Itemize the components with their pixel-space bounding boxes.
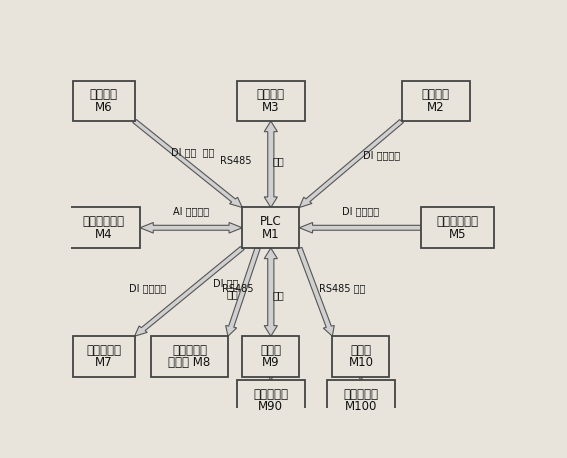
Polygon shape bbox=[140, 223, 242, 233]
Polygon shape bbox=[299, 120, 404, 207]
FancyBboxPatch shape bbox=[327, 380, 395, 421]
Text: AI 端口连接: AI 端口连接 bbox=[173, 207, 209, 217]
Text: M4: M4 bbox=[95, 228, 113, 240]
Text: M10: M10 bbox=[348, 356, 374, 369]
FancyBboxPatch shape bbox=[242, 336, 299, 377]
Text: 人机界面: 人机界面 bbox=[257, 88, 285, 101]
Text: 传送带电机: 传送带电机 bbox=[253, 388, 288, 401]
Text: M3: M3 bbox=[262, 101, 280, 114]
Text: 远红外光波: 远红外光波 bbox=[172, 344, 207, 357]
Polygon shape bbox=[226, 247, 260, 336]
FancyBboxPatch shape bbox=[151, 336, 228, 377]
Text: M6: M6 bbox=[95, 101, 113, 114]
Text: 温度检测模块: 温度检测模块 bbox=[83, 215, 125, 228]
Text: PLC: PLC bbox=[260, 215, 282, 228]
Text: 保护模块: 保护模块 bbox=[90, 88, 118, 101]
Text: DI 端口连接: DI 端口连接 bbox=[129, 284, 167, 294]
FancyBboxPatch shape bbox=[237, 380, 305, 421]
Text: DI 端口  连接: DI 端口 连接 bbox=[171, 147, 214, 157]
FancyBboxPatch shape bbox=[242, 207, 299, 248]
FancyBboxPatch shape bbox=[237, 81, 305, 121]
Polygon shape bbox=[297, 247, 335, 336]
Text: RS485 连接: RS485 连接 bbox=[319, 284, 365, 294]
Text: M9: M9 bbox=[262, 356, 280, 369]
FancyBboxPatch shape bbox=[73, 336, 134, 377]
Text: 连接: 连接 bbox=[273, 156, 285, 166]
Polygon shape bbox=[264, 248, 277, 336]
Polygon shape bbox=[264, 121, 277, 207]
Polygon shape bbox=[134, 246, 244, 336]
Text: 连接: 连接 bbox=[273, 291, 285, 300]
Text: 物料检测模块: 物料检测模块 bbox=[437, 215, 479, 228]
Polygon shape bbox=[299, 223, 421, 233]
FancyBboxPatch shape bbox=[332, 336, 390, 377]
Text: 微波发生器: 微波发生器 bbox=[86, 344, 121, 357]
Text: 喟料机电机: 喟料机电机 bbox=[344, 388, 378, 401]
FancyBboxPatch shape bbox=[73, 81, 134, 121]
Text: 操作面板: 操作面板 bbox=[422, 88, 450, 101]
Polygon shape bbox=[355, 371, 367, 380]
Text: 变频器: 变频器 bbox=[260, 344, 281, 357]
Text: 发生器 M8: 发生器 M8 bbox=[168, 356, 211, 369]
Text: M100: M100 bbox=[345, 400, 377, 414]
Text: DI 端口连接: DI 端口连接 bbox=[363, 151, 400, 160]
Text: 变频器: 变频器 bbox=[350, 344, 371, 357]
Text: RS485: RS485 bbox=[222, 284, 253, 294]
Text: M7: M7 bbox=[95, 356, 113, 369]
Text: DI 端口
连接: DI 端口 连接 bbox=[213, 278, 238, 300]
Text: M1: M1 bbox=[262, 228, 280, 240]
Text: M90: M90 bbox=[259, 400, 284, 414]
Text: DI 端口连接: DI 端口连接 bbox=[342, 207, 379, 217]
FancyBboxPatch shape bbox=[421, 207, 494, 248]
Text: M2: M2 bbox=[427, 101, 445, 114]
Text: M5: M5 bbox=[449, 228, 466, 240]
Polygon shape bbox=[133, 120, 242, 207]
Polygon shape bbox=[265, 371, 277, 380]
FancyBboxPatch shape bbox=[401, 81, 469, 121]
FancyBboxPatch shape bbox=[67, 207, 140, 248]
Text: RS485: RS485 bbox=[219, 156, 251, 166]
